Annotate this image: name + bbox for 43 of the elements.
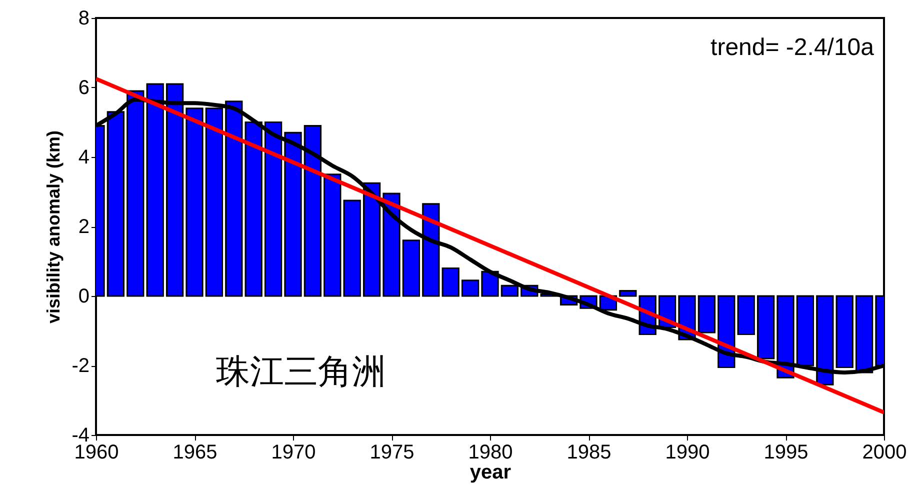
y-axis-title: visibility anomaly (km) [44,130,64,324]
bar [461,280,480,297]
bar [796,295,814,366]
bar [382,192,400,297]
y-tick-label: 6 [78,77,90,99]
bar [619,290,637,297]
bar [225,100,243,297]
bar [205,108,224,297]
x-tick-label: 1960 [74,442,119,464]
x-axis-title: year [470,462,512,484]
bar [284,132,302,297]
y-tick-label: 2 [78,216,90,238]
y-tick-label: 4 [78,146,90,168]
bar [756,295,775,360]
bar [186,108,204,297]
bar [737,295,755,335]
bar [244,122,262,297]
bar [106,111,125,297]
bar [343,200,361,297]
y-tick-label: 0 [78,286,90,308]
bar [442,267,460,297]
x-tick-label: 1990 [665,442,710,464]
bar [500,284,519,297]
annotation: 珠江三角洲 [216,352,386,392]
bar [698,295,716,334]
x-tick-label: 1975 [370,442,414,464]
x-tick-label: 1965 [172,442,218,464]
bar [481,270,499,297]
y-tick-label: -2 [72,355,90,377]
y-tick-label: 8 [78,8,90,30]
bar [422,203,440,297]
bar [324,174,342,297]
x-tick-label: 1970 [271,442,316,464]
bar [264,122,282,297]
x-tick-label: 1985 [566,442,612,464]
x-tick-label: 1980 [468,442,513,464]
bar [304,124,322,297]
x-tick-label: 1995 [764,442,808,464]
bar [402,240,420,297]
annotation: trend= -2.4/10a [710,34,875,61]
bar [362,182,381,297]
bar [836,295,854,368]
x-tick-label: 2000 [862,442,907,464]
